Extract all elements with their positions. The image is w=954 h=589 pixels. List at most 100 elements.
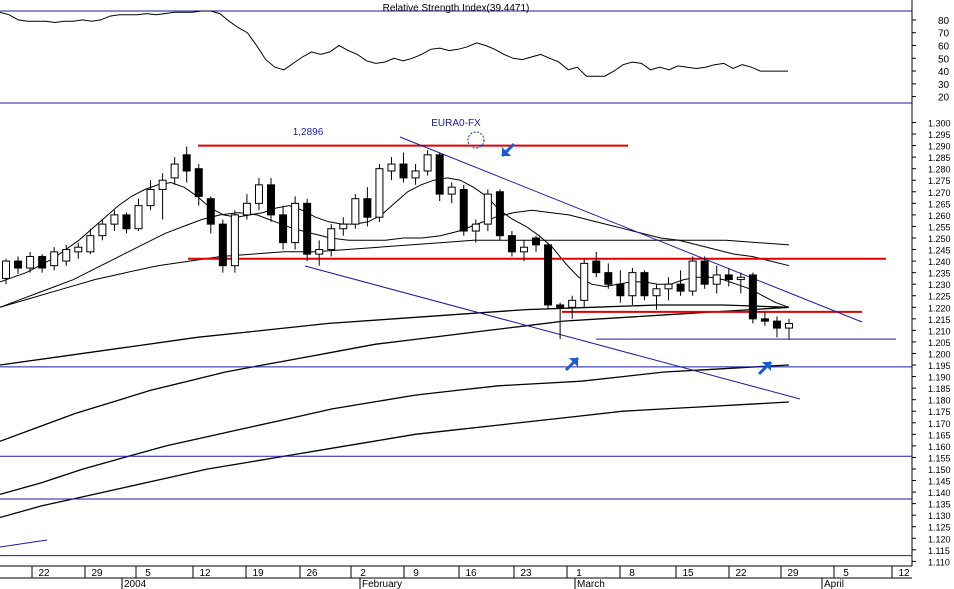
candle-down [532,237,541,246]
x-tick-label: 12 [898,568,910,579]
x-tick-label: 12 [199,568,211,579]
candle-down [700,260,709,285]
price-tick-label: 1.130 [928,511,951,521]
price-tick-label: 1.240 [928,257,951,267]
price-tick-label: 1.155 [928,453,951,463]
instrument-label: EURA0-FX [431,118,481,129]
candle-down [218,223,227,267]
x-tick-label: 1 [576,568,582,579]
candle-up [447,186,456,195]
candle-down [556,304,565,308]
x-tick-label: 26 [306,568,318,579]
candle-down [772,320,781,329]
x-tick-label: 29 [787,568,799,579]
trend-layer [304,136,863,400]
x-tick-label: 5 [145,568,151,579]
moving-average-line [0,209,790,308]
price-tick-label: 1.300 [928,118,951,128]
price-tick-label: 1.290 [928,142,951,152]
candle-up [688,260,697,292]
x-tick-label: 8 [629,568,635,579]
x-tick-label: 9 [413,568,419,579]
x-tick-label: 22 [735,568,747,579]
rsi-tick-label: 80 [938,16,950,27]
price-tick-label: 1.165 [928,430,951,440]
month-label: 2004 [124,579,147,589]
candle-down [279,214,288,244]
candle-up [471,223,480,232]
candle-down [399,163,408,179]
candle-up [254,184,263,204]
price-tick-label: 1.195 [928,361,951,371]
price-tick-label: 1.160 [928,442,951,452]
rsi-tick-label: 70 [938,29,950,40]
candle-up [664,283,673,290]
x-tick-label: 15 [682,568,694,579]
candle-down [748,274,757,320]
x-tick-label: 5 [843,568,849,579]
rsi-line [0,10,788,77]
candle-up [98,223,107,237]
moving-average-line [0,364,790,496]
candle-down [507,235,516,253]
candle-up [158,179,167,190]
rsi-tick-label: 20 [938,93,950,104]
stub-line [0,539,48,548]
trend-line-lower [304,265,801,400]
rsi-tick-label: 40 [938,67,950,78]
price-tick-label: 1.150 [928,465,951,475]
candle-up [170,163,179,179]
price-tick-label: 1.125 [928,523,951,533]
candle-up [2,260,10,279]
trend-line-upper [399,136,863,323]
month-label: March [577,579,605,589]
yaxis-layer: 203040506070801.3001.2951.2901.2851.2801… [912,16,951,567]
candle-up [62,249,71,262]
candle-up [146,188,155,207]
candle-up [375,168,384,218]
candle-up [110,214,119,225]
price-tick-label: 1.255 [928,222,951,232]
moving-average-line [0,306,790,442]
candle-up [411,170,420,179]
candle-up [483,193,492,225]
price-tick-label: 1.210 [928,326,951,336]
price-tick-label: 1.270 [928,188,951,198]
price-tick-label: 1.280 [928,165,951,175]
candle-down [363,198,372,218]
candle-down [182,154,191,172]
candle-up [315,249,324,255]
moving-average-line [0,304,790,366]
candle-up [86,235,95,253]
price-tick-label: 1.215 [928,315,951,325]
candle-down [640,272,649,297]
candle-down [303,202,312,255]
candle-layer [2,146,793,340]
candle-down [495,191,504,237]
candle-up [519,246,528,253]
candle-down [676,283,685,292]
peak-annotation: 1,2896 [293,127,324,138]
candle-up [242,202,251,216]
price-tick-label: 1.225 [928,292,951,302]
price-tick-label: 1.265 [928,199,951,209]
candle-up [785,322,793,329]
candle-up [291,202,300,244]
hline-layer [0,144,912,557]
rsi-tick-label: 50 [938,54,950,65]
candle-down [544,244,553,306]
price-tick-label: 1.250 [928,234,951,244]
candle-down [604,272,613,285]
candle-up [339,223,348,230]
candle-up [568,299,577,308]
price-tick-label: 1.185 [928,384,951,394]
rsi-layer [0,10,788,77]
candle-up [423,154,432,172]
price-tick-label: 1.110 [928,557,950,567]
candle-down [267,184,276,216]
candle-down [122,214,131,230]
price-tick-label: 1.205 [928,338,951,348]
rsi-tick-label: 30 [938,80,950,91]
candle-down [14,260,23,269]
candle-down [194,168,203,197]
